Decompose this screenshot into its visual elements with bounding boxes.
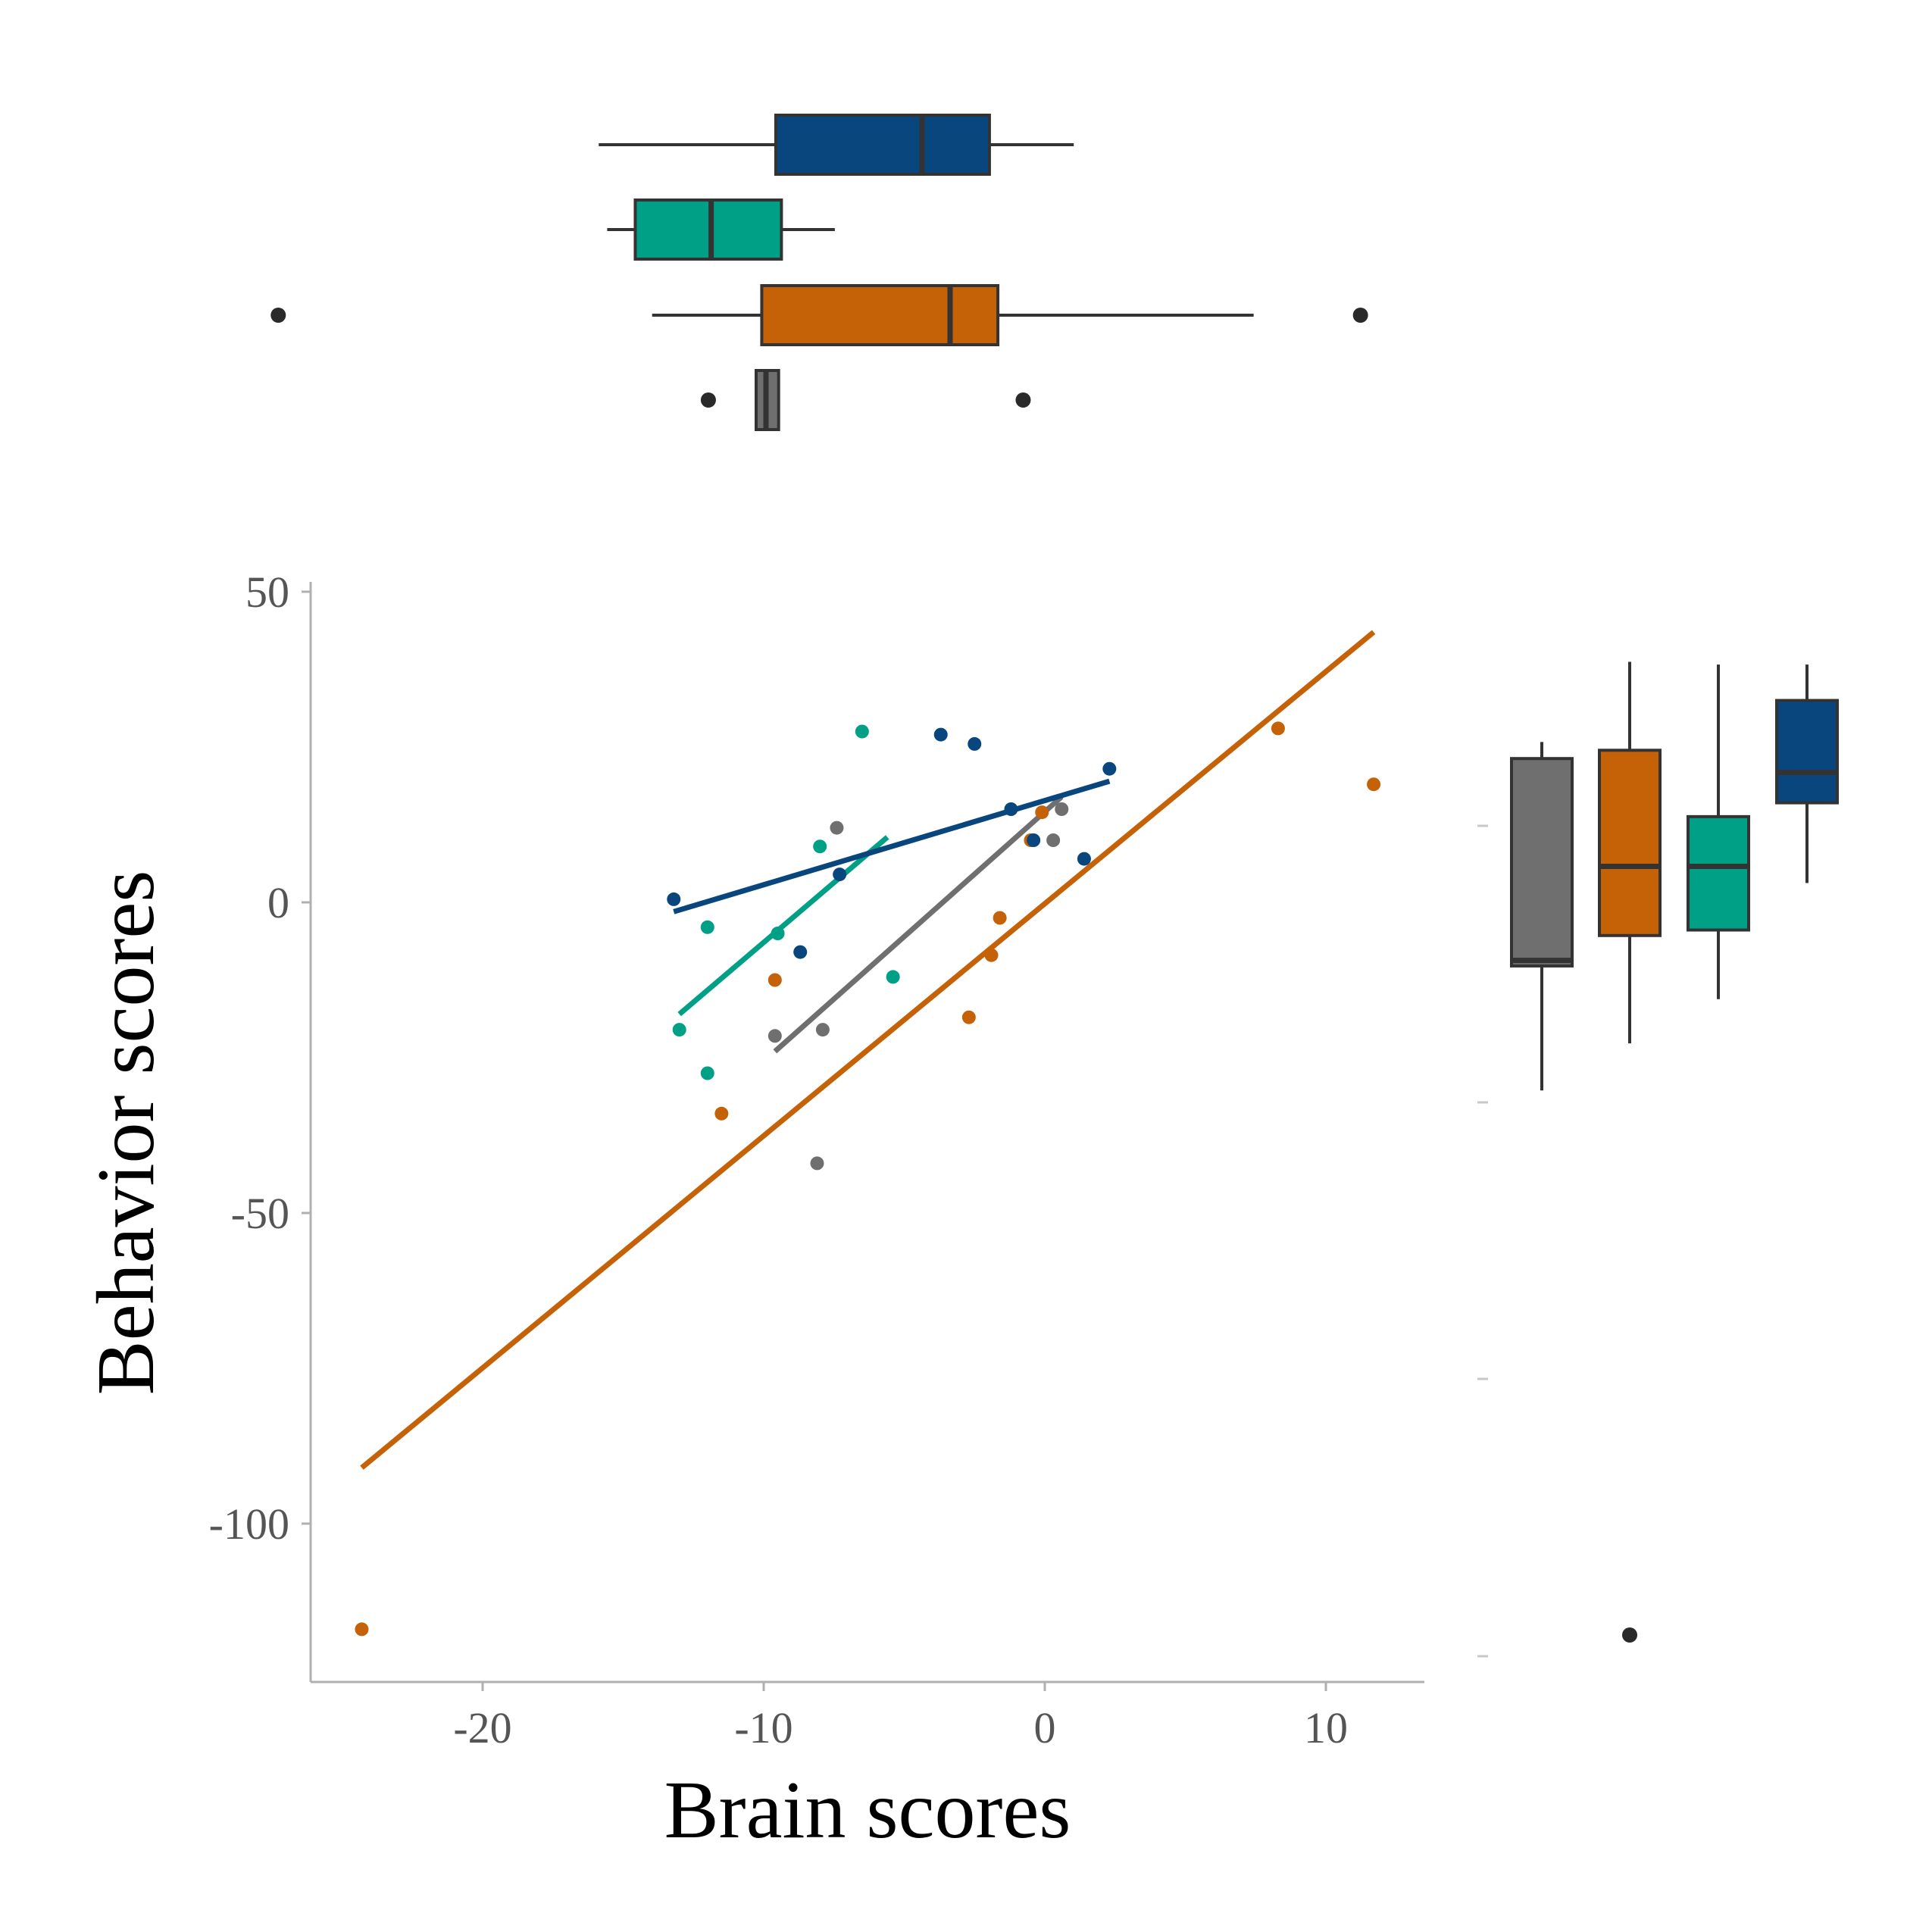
regression-line [673, 778, 1111, 914]
box [774, 114, 991, 176]
data-point [700, 920, 714, 934]
regression-line [360, 630, 1376, 1470]
top-boxplot [607, 199, 835, 261]
data-point [984, 948, 999, 962]
data-point [355, 1622, 369, 1637]
right-marginal-boxplots [1477, 661, 1839, 1658]
data-point [1271, 721, 1285, 736]
data-point [714, 1106, 729, 1121]
top-marginal-boxplots [270, 114, 1368, 431]
x-axis-title: Brain scores [664, 1765, 1071, 1855]
right-boxplot [1510, 742, 1574, 1091]
data-point [1055, 802, 1069, 816]
data-point [1077, 852, 1091, 866]
data-point [813, 839, 827, 854]
data-point [767, 1029, 782, 1043]
data-point [830, 821, 844, 835]
box [1510, 757, 1574, 968]
data-point [993, 911, 1007, 925]
data-point [1367, 777, 1381, 792]
box [1775, 699, 1839, 805]
outlier-point [1622, 1627, 1637, 1643]
data-point [886, 970, 900, 984]
data-point [1046, 833, 1061, 847]
y-axis-title: Behavior scores [81, 871, 171, 1396]
box [760, 284, 1000, 346]
right-boxplot [1775, 664, 1839, 883]
data-point [1027, 833, 1041, 847]
top-boxplot [599, 114, 1074, 176]
data-point [810, 1156, 824, 1171]
x-tick-label: -20 [453, 1703, 511, 1752]
data-point [815, 1023, 830, 1037]
box [1598, 749, 1662, 937]
data-point [833, 868, 847, 882]
y-tick-label: -100 [209, 1499, 289, 1549]
data-points [355, 721, 1381, 1637]
outlier-point [1015, 392, 1031, 408]
box [1687, 814, 1750, 932]
outlier-point [270, 308, 286, 323]
data-point [667, 892, 681, 906]
data-point [672, 1023, 686, 1037]
outlier-point [700, 392, 716, 408]
regression-line [773, 794, 1064, 1054]
regression-line [677, 835, 889, 1017]
x-tick-label: 0 [1034, 1703, 1056, 1752]
x-tick-label: -10 [734, 1703, 792, 1752]
y-tick-label: 50 [245, 567, 289, 617]
right-boxplot [1687, 664, 1750, 999]
top-boxplot [700, 369, 1031, 431]
box [633, 199, 783, 261]
data-point [700, 1066, 714, 1080]
right-boxplot [1598, 661, 1662, 1643]
top-boxplot [270, 284, 1368, 346]
data-point [933, 727, 948, 742]
y-tick-label: 0 [267, 878, 289, 927]
regression-lines [360, 630, 1376, 1470]
data-point [1004, 802, 1018, 816]
y-tick-label: -50 [231, 1189, 289, 1238]
data-point [968, 736, 982, 751]
data-point [771, 927, 785, 940]
data-point [767, 973, 782, 987]
x-tick-label: 10 [1304, 1703, 1348, 1752]
data-point [961, 1010, 976, 1024]
data-point [1035, 805, 1049, 820]
data-point [1102, 761, 1117, 776]
data-point [793, 945, 808, 959]
main-axes [309, 582, 1424, 1683]
data-point [855, 724, 869, 739]
outlier-point [1352, 308, 1368, 323]
